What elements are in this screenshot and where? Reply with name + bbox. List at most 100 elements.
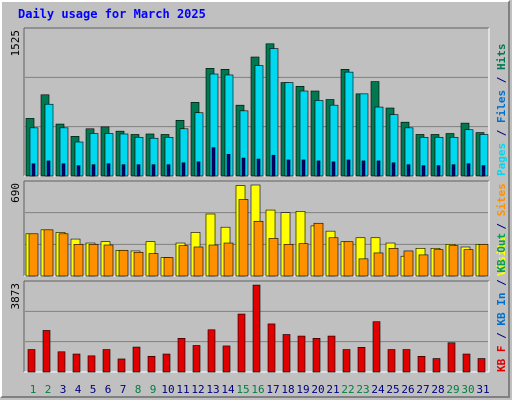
day-label: 24 [371, 383, 385, 396]
y-max-label-2: 690 [9, 183, 22, 203]
bar-kb-f [132, 346, 141, 373]
legend-entry: Sites [495, 183, 508, 216]
legend-entry: KB Out [495, 233, 508, 273]
bar-sites [253, 220, 264, 277]
day-label: 15 [236, 383, 249, 396]
day-label: 13 [206, 383, 219, 396]
bar-sites [343, 241, 354, 277]
day-label: 31 [476, 383, 489, 396]
bar-pages [481, 165, 486, 177]
bar-kb-f [57, 351, 66, 373]
bar-kb-f [117, 358, 126, 373]
day-label: 5 [90, 383, 97, 396]
bar-pages [196, 161, 201, 177]
day-label: 18 [281, 383, 294, 396]
bar-pages [361, 160, 366, 177]
day-label: 20 [311, 383, 324, 396]
day-label: 26 [401, 383, 414, 396]
bar-sites [178, 245, 189, 277]
bar-kb-f [477, 358, 486, 373]
day-label: 6 [105, 383, 112, 396]
bar-sites [223, 242, 234, 277]
bar-pages [466, 163, 471, 177]
y-max-label-3: 3873 [9, 283, 22, 310]
bar-sites [88, 244, 99, 277]
bar-kb-f [267, 323, 276, 373]
bar-sites [103, 244, 114, 277]
legend-entry: / [495, 70, 508, 90]
bar-pages [241, 157, 246, 177]
bar-pages [61, 163, 66, 177]
bar-sites [283, 244, 294, 277]
bar-pages [316, 160, 321, 177]
day-label: 9 [150, 383, 157, 396]
legend-entry: / [495, 326, 508, 346]
bar-kb-f [282, 334, 291, 373]
bar-pages [181, 162, 186, 177]
legend-entry: / [495, 273, 508, 293]
bar-sites [73, 244, 84, 277]
bar-pages [436, 165, 441, 177]
bar-sites [58, 233, 69, 277]
legend-1: Pages / Files / Hits [495, 44, 508, 177]
bar-pages [31, 163, 36, 177]
bar-kb-f [162, 353, 171, 373]
bar-pages [286, 159, 291, 177]
bar-sites [28, 233, 39, 277]
bar-sites [358, 258, 369, 277]
bar-pages [211, 147, 216, 177]
day-label: 19 [296, 383, 309, 396]
bar-kb-f [147, 355, 156, 373]
day-label: 12 [191, 383, 204, 396]
bar-kb-f [462, 353, 471, 373]
bar-sites [208, 244, 219, 277]
legend-entry: Hits [495, 44, 508, 71]
bar-sites [43, 229, 54, 277]
chart-title: Daily usage for March 2025 [18, 7, 206, 21]
bar-kb-f [447, 342, 456, 373]
bar-kb-f [102, 349, 111, 373]
bar-kb-f [432, 358, 441, 373]
bar-pages [91, 164, 96, 177]
bar-sites [463, 249, 474, 277]
day-label: 21 [326, 383, 339, 396]
bar-pages [256, 158, 261, 177]
bar-sites [133, 251, 144, 277]
day-label: 4 [75, 383, 82, 396]
bar-kb-f [372, 321, 381, 373]
bar-sites [433, 249, 444, 277]
day-label: 17 [266, 383, 279, 396]
day-label: 8 [135, 383, 142, 396]
legend-entry: Files [495, 90, 508, 123]
bar-sites [268, 238, 279, 277]
legend-3: KB F / KB In / KB Out [495, 233, 508, 372]
day-label: 28 [431, 383, 444, 396]
legend-entry: KB In [495, 293, 508, 326]
bar-sites [148, 253, 159, 277]
bar-sites [418, 254, 429, 277]
legend-entry: Visits [495, 236, 508, 276]
day-label: 27 [416, 383, 429, 396]
bar-kb-f [297, 335, 306, 373]
legend-entry: / [495, 216, 508, 236]
bar-sites [193, 246, 204, 277]
bar-kb-f [87, 355, 96, 373]
bar-sites [238, 199, 249, 277]
bar-kb-f [387, 349, 396, 373]
bar-pages [421, 165, 426, 177]
day-label: 7 [120, 383, 127, 396]
bar-pages [391, 162, 396, 177]
bar-sites [373, 252, 384, 277]
bar-pages [46, 160, 51, 177]
bar-pages [136, 164, 141, 177]
bar-sites [478, 244, 489, 277]
bar-sites [298, 243, 309, 277]
day-label: 10 [161, 383, 174, 396]
bar-pages [331, 161, 336, 177]
bar-pages [226, 153, 231, 177]
bar-pages [346, 159, 351, 177]
day-label: 23 [356, 383, 369, 396]
bar-kb-f [252, 284, 261, 373]
bar-kb-f [342, 349, 351, 373]
